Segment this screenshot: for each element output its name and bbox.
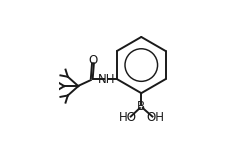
Text: HO: HO (118, 111, 136, 124)
Text: B: B (137, 100, 145, 113)
Text: OH: OH (146, 111, 164, 124)
Text: NH: NH (98, 73, 115, 86)
Text: O: O (88, 54, 97, 67)
